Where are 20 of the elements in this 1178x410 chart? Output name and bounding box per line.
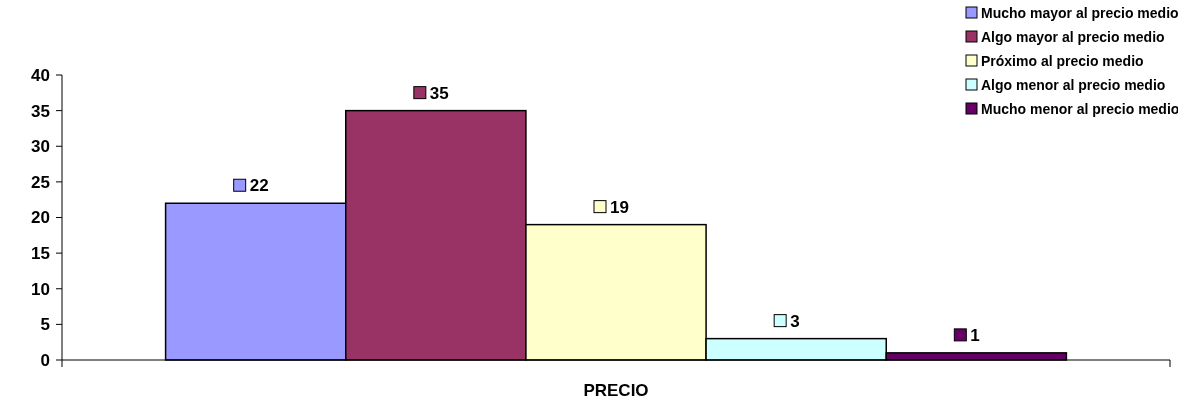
legend-label: Algo mayor al precio medio: [981, 28, 1165, 45]
y-tick-label: 0: [40, 350, 50, 370]
y-tick-label: 10: [31, 279, 50, 299]
data-label: 35: [429, 83, 449, 103]
y-tick-label: 35: [31, 101, 50, 121]
data-label: 3: [790, 311, 800, 331]
data-label: 22: [249, 176, 269, 196]
y-tick-label: 15: [31, 244, 50, 264]
y-tick-label: 30: [31, 137, 50, 157]
y-tick-label: 25: [31, 172, 50, 192]
y-tick-label: 40: [31, 65, 50, 85]
y-tick-label: 20: [31, 208, 50, 228]
data-label: 1: [970, 325, 980, 345]
legend-label: Mucho mayor al precio medio: [981, 4, 1178, 21]
data-label: 19: [610, 197, 629, 217]
x-tick-label: PRECIO: [583, 380, 649, 400]
y-tick-label: 5: [40, 315, 50, 335]
legend-label: Mucho menor al precio medio: [981, 100, 1178, 117]
legend-label: Algo menor al precio medio: [981, 76, 1166, 93]
legend-label: Próximo al precio medio: [981, 52, 1144, 69]
